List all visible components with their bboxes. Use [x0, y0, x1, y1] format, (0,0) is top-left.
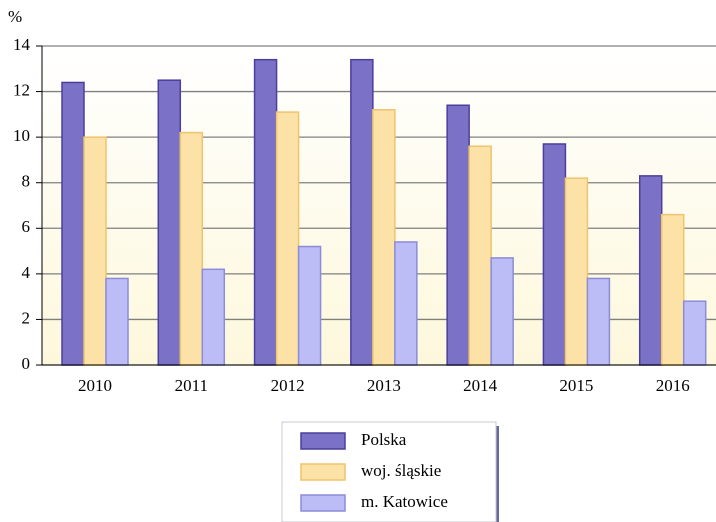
bar	[542, 143, 567, 366]
x-tick-label: 2015	[559, 376, 593, 395]
bar	[201, 268, 226, 366]
legend-label: Polska	[361, 430, 407, 449]
bar	[275, 111, 300, 366]
bar	[372, 109, 396, 366]
bar	[105, 277, 129, 366]
legend-swatch	[300, 463, 346, 481]
bar	[61, 81, 85, 366]
bar	[660, 213, 685, 366]
y-tick-label: 0	[22, 354, 31, 373]
bar	[350, 58, 374, 366]
bar	[297, 245, 322, 366]
x-tick-label: 2012	[271, 376, 305, 395]
bar	[586, 277, 611, 366]
y-tick-label: 14	[13, 35, 31, 54]
y-tick-label: 2	[22, 308, 31, 327]
x-tick-label: 2013	[367, 376, 401, 395]
bar	[179, 131, 204, 366]
legend-swatch	[300, 432, 346, 450]
y-tick-label: 8	[22, 172, 31, 191]
x-tick-label: 2010	[78, 376, 112, 395]
bar	[490, 257, 514, 366]
bar	[564, 177, 589, 366]
bar	[157, 79, 182, 366]
legend-label: woj. śląskie	[361, 461, 441, 480]
bar	[638, 175, 663, 366]
legend-swatch	[300, 494, 346, 512]
bar	[682, 300, 707, 366]
legend-label: m. Katowice	[361, 492, 448, 511]
bar	[394, 241, 418, 366]
y-tick-label: 12	[13, 80, 30, 99]
bar	[468, 145, 492, 366]
y-tick-label: 4	[22, 263, 31, 282]
x-tick-label: 2016	[656, 376, 690, 395]
bar	[446, 104, 470, 366]
bar	[253, 58, 278, 366]
bar	[83, 136, 107, 366]
y-tick-label: 6	[22, 217, 31, 236]
y-tick-label: 10	[13, 126, 30, 145]
x-tick-label: 2014	[463, 376, 498, 395]
x-tick-label: 2011	[175, 376, 208, 395]
y-axis-unit: %	[8, 7, 22, 26]
